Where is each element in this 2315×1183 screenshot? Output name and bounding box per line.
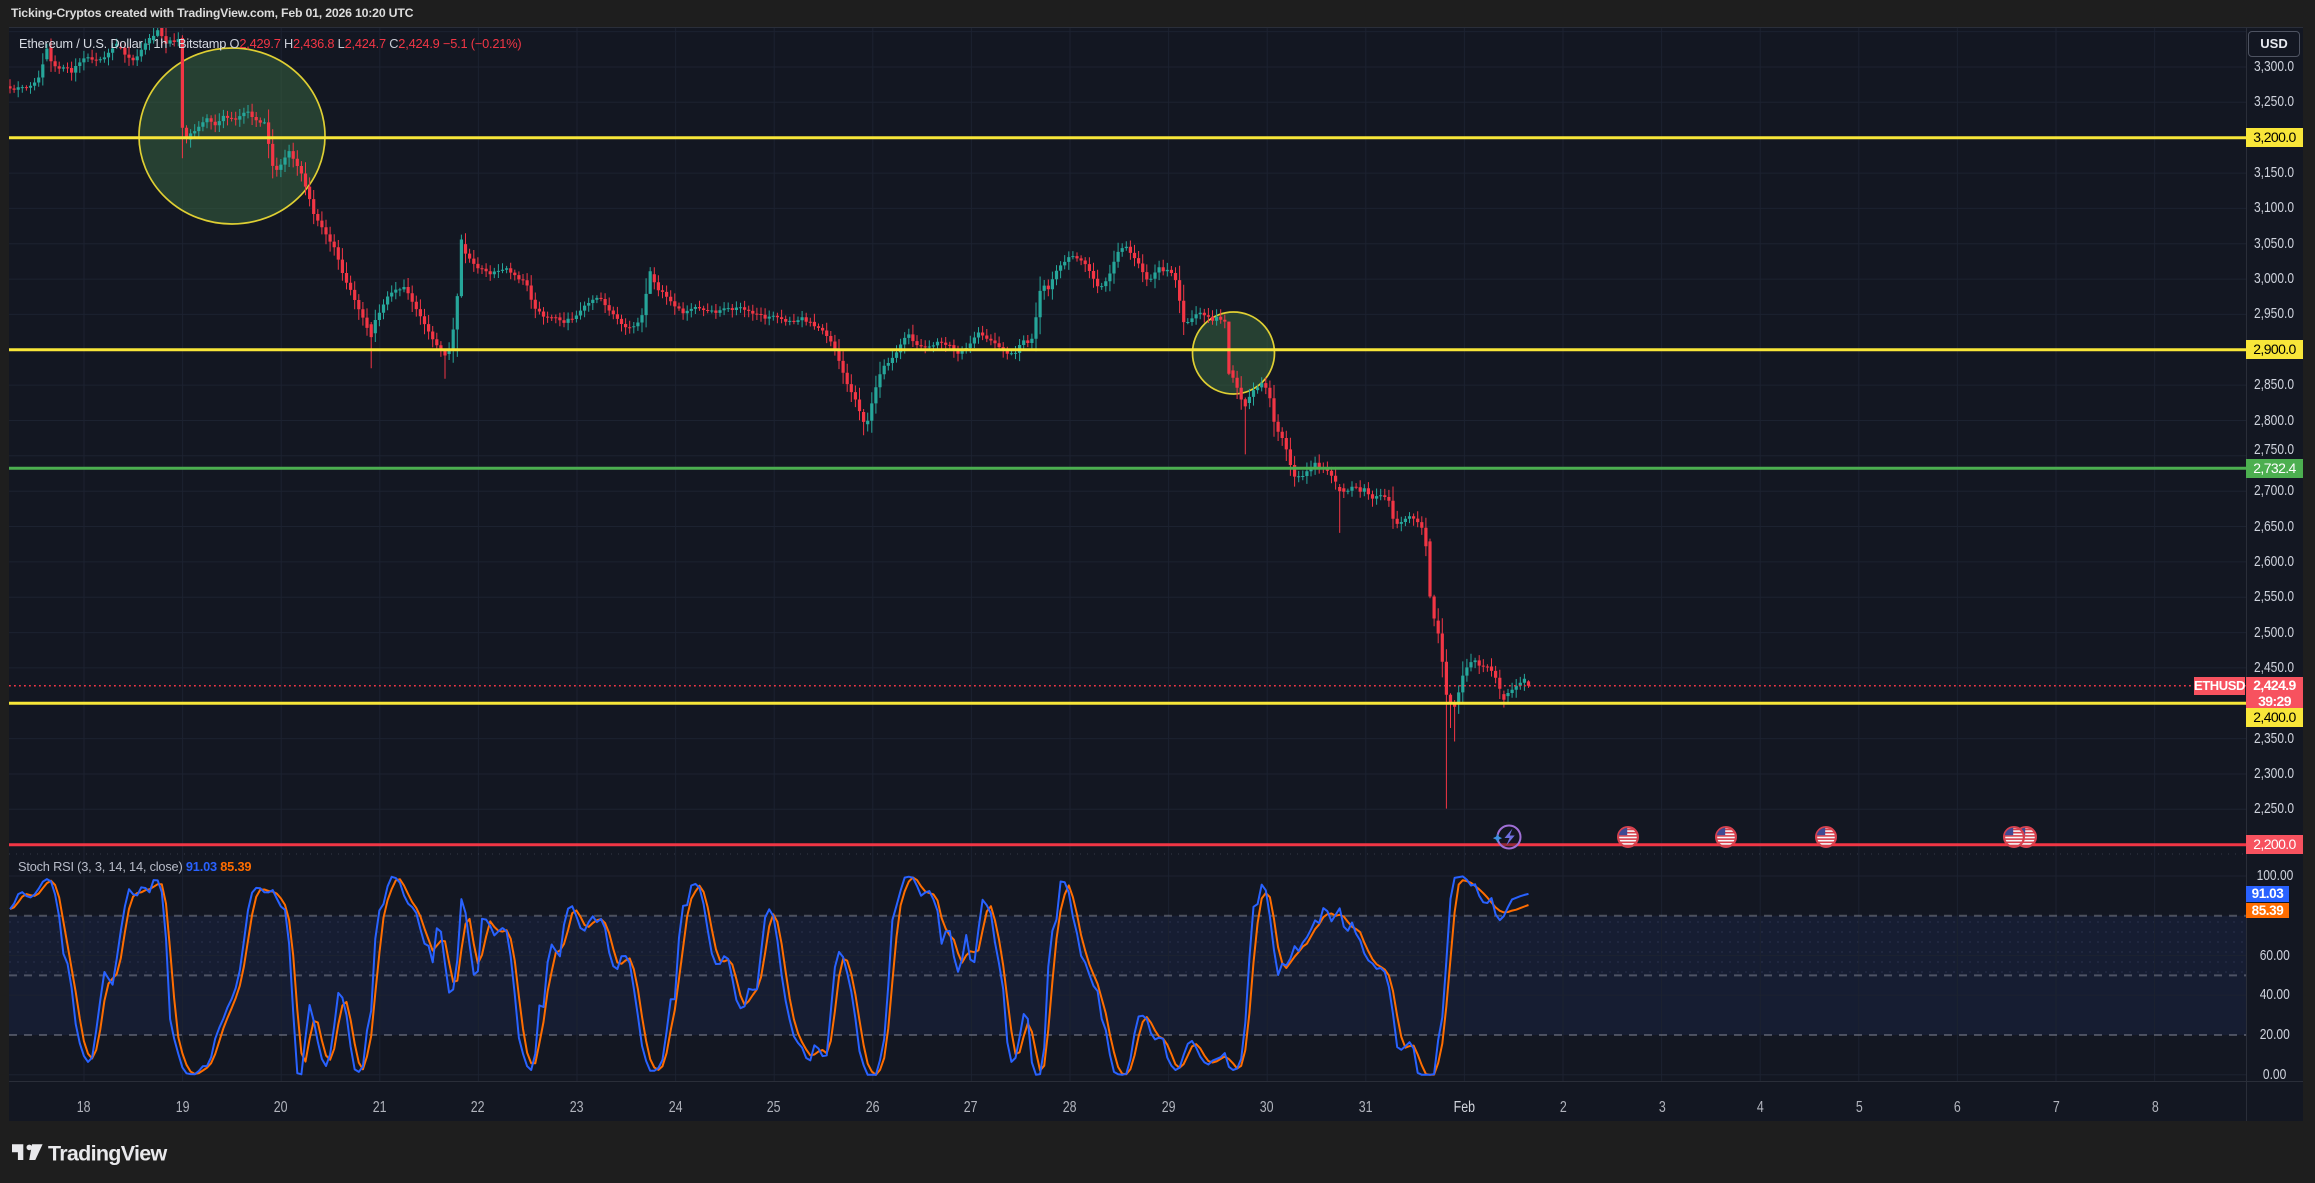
svg-text:TradingView: TradingView [48, 1142, 168, 1166]
